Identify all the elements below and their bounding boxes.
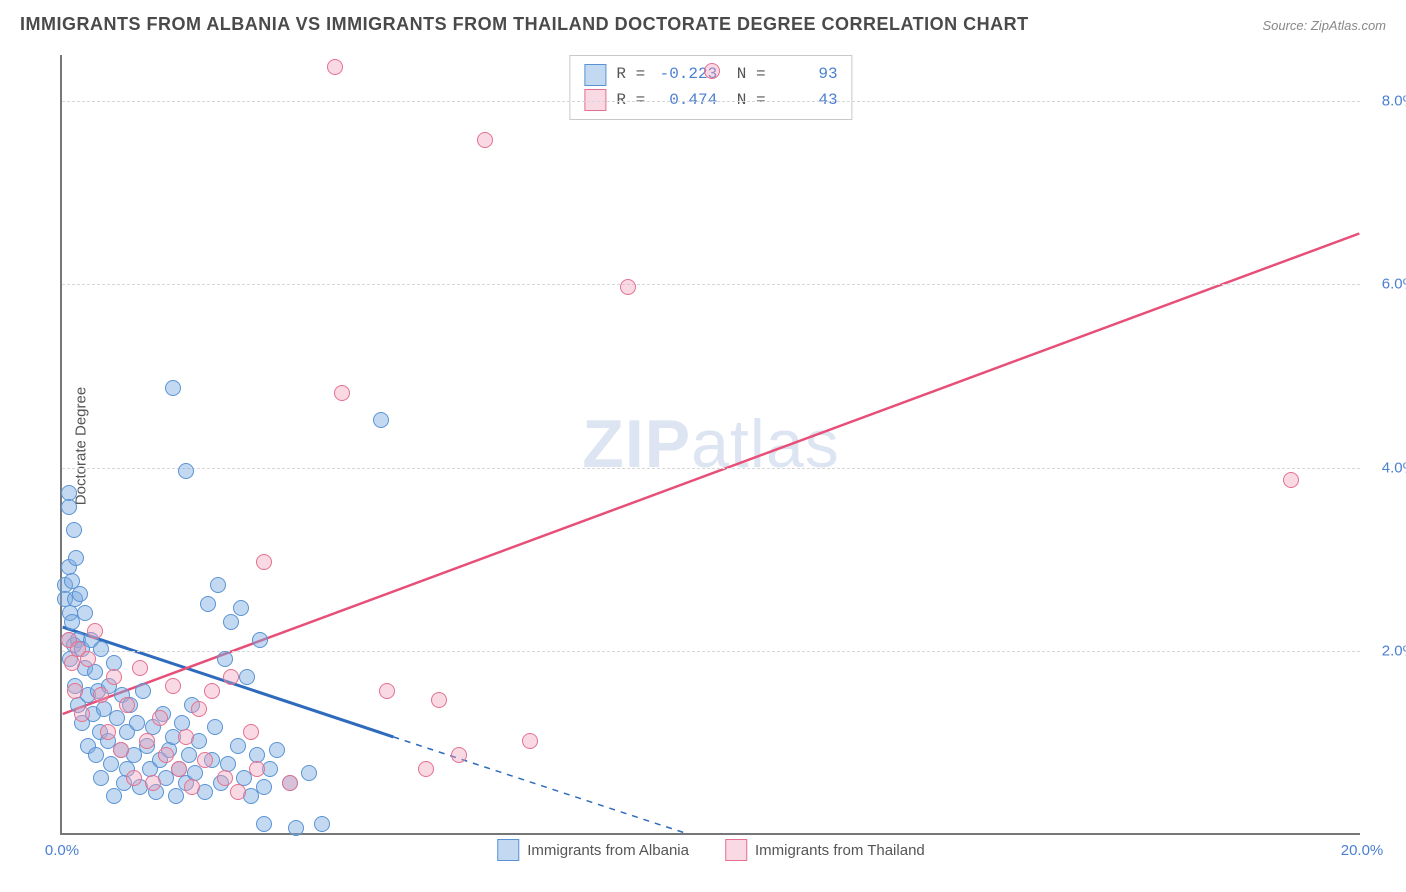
data-point <box>119 697 135 713</box>
gridline-h <box>62 101 1360 102</box>
legend-item-thailand: Immigrants from Thailand <box>725 839 925 861</box>
data-point <box>88 747 104 763</box>
swatch-icon <box>584 64 606 86</box>
data-point <box>239 669 255 685</box>
data-point <box>256 779 272 795</box>
gridline-h <box>62 651 1360 652</box>
data-point <box>477 132 493 148</box>
data-point <box>230 738 246 754</box>
data-point <box>223 614 239 630</box>
data-point <box>191 701 207 717</box>
data-point <box>204 683 220 699</box>
data-point <box>64 655 80 671</box>
data-point <box>158 747 174 763</box>
data-point <box>704 63 720 79</box>
data-point <box>171 761 187 777</box>
chart-title: IMMIGRANTS FROM ALBANIA VS IMMIGRANTS FR… <box>20 14 1029 35</box>
data-point <box>217 770 233 786</box>
gridline-h <box>62 284 1360 285</box>
data-point <box>87 664 103 680</box>
data-point <box>126 770 142 786</box>
data-point <box>379 683 395 699</box>
scatter-plot-area: ZIPatlas R = -0.223 N = 93 R = 0.474 N =… <box>60 55 1360 835</box>
y-tick-label: 6.0% <box>1366 276 1406 293</box>
data-point <box>168 788 184 804</box>
data-point <box>282 775 298 791</box>
data-point <box>135 683 151 699</box>
data-point <box>223 669 239 685</box>
data-point <box>184 779 200 795</box>
data-point <box>113 742 129 758</box>
data-point <box>178 729 194 745</box>
data-point <box>80 651 96 667</box>
data-point <box>106 669 122 685</box>
data-point <box>106 788 122 804</box>
legend-item-albania: Immigrants from Albania <box>497 839 689 861</box>
data-point <box>243 724 259 740</box>
data-point <box>207 719 223 735</box>
swatch-icon <box>497 839 519 861</box>
data-point <box>72 586 88 602</box>
data-point <box>301 765 317 781</box>
trend-lines-layer <box>62 55 1360 833</box>
data-point <box>210 577 226 593</box>
data-point <box>431 692 447 708</box>
data-point <box>327 59 343 75</box>
data-point <box>68 550 84 566</box>
data-point <box>181 747 197 763</box>
data-point <box>230 784 246 800</box>
watermark-text: ZIPatlas <box>582 405 839 483</box>
bottom-legend: Immigrants from Albania Immigrants from … <box>497 839 925 861</box>
data-point <box>139 733 155 749</box>
data-point <box>256 554 272 570</box>
y-tick-label: 4.0% <box>1366 459 1406 476</box>
data-point <box>256 816 272 832</box>
data-point <box>620 279 636 295</box>
data-point <box>233 600 249 616</box>
swatch-icon <box>725 839 747 861</box>
data-point <box>129 715 145 731</box>
data-point <box>66 522 82 538</box>
data-point <box>132 660 148 676</box>
data-point <box>197 752 213 768</box>
y-tick-label: 2.0% <box>1366 643 1406 660</box>
data-point <box>145 775 161 791</box>
data-point <box>87 623 103 639</box>
data-point <box>252 632 268 648</box>
data-point <box>103 756 119 772</box>
data-point <box>100 724 116 740</box>
data-point <box>165 380 181 396</box>
data-point <box>93 687 109 703</box>
data-point <box>334 385 350 401</box>
data-point <box>74 706 90 722</box>
data-point <box>451 747 467 763</box>
data-point <box>314 816 330 832</box>
data-point <box>249 761 265 777</box>
data-point <box>77 605 93 621</box>
data-point <box>418 761 434 777</box>
data-point <box>217 651 233 667</box>
data-point <box>152 710 168 726</box>
data-point <box>200 596 216 612</box>
data-point <box>373 412 389 428</box>
source-credit: Source: ZipAtlas.com <box>1262 18 1386 33</box>
x-tick-label: 20.0% <box>1341 842 1384 859</box>
data-point <box>178 463 194 479</box>
data-point <box>522 733 538 749</box>
gridline-h <box>62 468 1360 469</box>
data-point <box>93 770 109 786</box>
data-point <box>269 742 285 758</box>
y-tick-label: 8.0% <box>1366 92 1406 109</box>
data-point <box>288 820 304 836</box>
x-tick-label: 0.0% <box>45 842 79 859</box>
data-point <box>165 678 181 694</box>
data-point <box>61 499 77 515</box>
data-point <box>67 683 83 699</box>
data-point <box>1283 472 1299 488</box>
